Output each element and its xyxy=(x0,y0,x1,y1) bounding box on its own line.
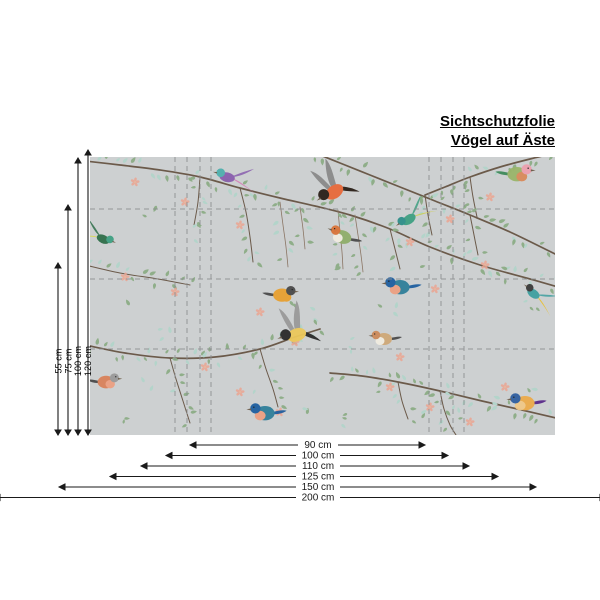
svg-text:100 cm: 100 cm xyxy=(302,451,335,462)
svg-text:90 cm: 90 cm xyxy=(304,440,331,451)
svg-text:200 cm: 200 cm xyxy=(302,493,335,504)
svg-text:110 cm: 110 cm xyxy=(302,461,334,472)
svg-text:125 cm: 125 cm xyxy=(302,472,335,483)
svg-text:150 cm: 150 cm xyxy=(302,482,335,493)
